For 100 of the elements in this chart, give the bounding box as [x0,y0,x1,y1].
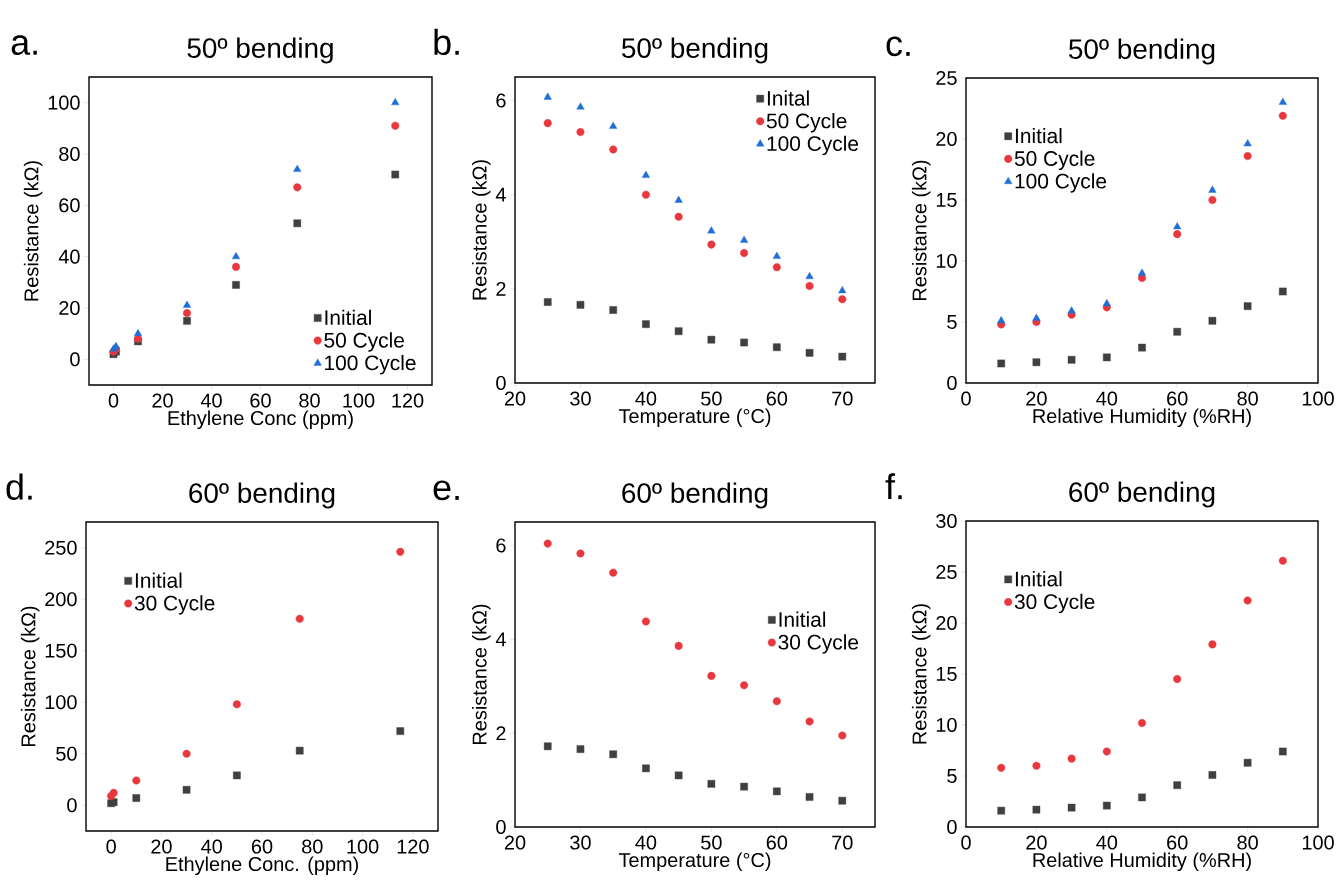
x-tick-label: 60 [250,393,271,408]
x-tick-label: 100 [1302,835,1334,850]
x-tick-label: 60 [1167,391,1188,406]
x-tick-label: 20 [151,839,172,854]
legend-label: Initial [1015,127,1062,144]
legend-label: Initial [135,572,182,588]
x-tick-label: 80 [302,839,323,854]
chart-title: 50º bending [187,37,333,64]
y-tick-label: 10 [936,253,957,269]
legend-label: Initial [779,611,826,627]
x-tick-label: 60 [766,391,788,406]
y-axis-title: Resistance (kΩ) [23,161,43,301]
x-axis-title: Temperature (°C) [618,852,771,872]
x-tick-label: 40 [200,393,222,408]
text: f. [885,473,902,500]
x-tick-label: 100 [347,839,379,854]
x-tick-label: 0 [961,835,971,850]
y-tick-label: 0 [67,798,77,813]
x-tick-label: 0 [106,839,116,854]
legend-label: 50 Cycle [766,113,847,133]
y-tick-label: 10 [936,717,957,733]
y-tick-label: 0 [70,352,80,367]
y-axis-title: Resistance (kΩ) [20,606,40,746]
legend-label: 30 Cycle [778,634,859,654]
legend-label: 100 Cycle [767,135,859,156]
y-tick-label: 15 [936,667,957,681]
y-tick-label: 20 [936,615,957,631]
x-tick-label: 40 [635,391,657,406]
y-tick-label: 5 [947,769,957,783]
y-tick-label: 60 [59,198,80,213]
x-tick-label: 50 [701,835,722,850]
y-tick-label: 0 [947,819,957,835]
y-tick-label: 0 [496,375,506,391]
y-tick-label: 4 [495,632,506,647]
text: c. [886,36,910,57]
chart-title: 60º bending [1069,481,1215,508]
x-tick-label: 100 [343,393,375,408]
x-tick-label: 20 [1026,835,1047,850]
y-tick-label: 100 [45,695,77,710]
x-tick-label: 50 [701,391,722,406]
y-tick-label: 25 [936,564,957,580]
x-tick-label: 40 [635,835,657,850]
legend-label: 50 Cycle [324,332,404,352]
y-tick-label: 40 [58,249,80,264]
x-tick-label: 60 [1167,835,1188,850]
x-tick-label: 60 [251,839,273,854]
y-tick-label: 25 [936,70,957,86]
legend-label: 50 Cycle [1014,150,1095,171]
text: d. [6,473,32,500]
x-axis-title: Relative Humidity (%RH) [1033,408,1251,428]
x-tick-label: 40 [201,839,223,854]
x-tick-label: 20 [1026,391,1047,406]
chart-title: 60º bending [622,482,768,509]
x-axis-title: Temperature (°C) [618,408,771,428]
y-axis-title: Resistance (kΩ) [911,604,931,744]
legend-label: 30 Cycle [1014,593,1095,614]
x-tick-label: 120 [397,839,429,854]
chart-title: 60º bending [189,482,335,509]
y-tick-label: 2 [496,281,506,296]
y-tick-label: 6 [496,93,506,108]
x-axis-title: Ethylene Conc (ppm) [168,410,353,430]
text: a. [11,35,37,55]
x-tick-label: 100 [1302,391,1334,406]
x-tick-label: 40 [1096,835,1118,850]
x-tick-label: 120 [392,393,424,408]
x-axis-title: Ethylene Conc. (ppm) [166,856,359,876]
legend-label: Inital [767,90,809,106]
y-tick-label: 150 [45,643,77,658]
y-tick-label: 250 [45,540,77,555]
y-tick-label: 5 [947,315,957,329]
y-axis-title: Resistance (kΩ) [472,160,491,300]
x-tick-label: 70 [832,391,853,406]
legend-label: 30 Cycle [134,595,215,615]
y-tick-label: 0 [496,819,506,835]
legend-label: 100 Cycle [1015,173,1107,193]
legend-label: Initial [325,309,371,325]
x-tick-label: 80 [299,393,320,408]
y-tick-label: 15 [936,193,957,207]
y-tick-label: 2 [496,726,506,741]
x-tick-label: 30 [570,391,591,406]
y-tick-label: 200 [45,592,77,607]
y-axis-title: Resistance (kΩ) [472,604,491,744]
x-tick-label: 40 [1096,391,1118,406]
chart-title: 50º bending [621,37,768,64]
y-tick-label: 20 [936,131,957,147]
legend-label: 100 Cycle [325,354,416,375]
y-tick-label: 50 [56,746,77,761]
x-tick-label: 80 [1237,391,1258,406]
text: e. [433,480,459,501]
y-tick-label: 20 [59,300,80,316]
x-tick-label: 60 [766,835,788,850]
y-tick-label: 30 [936,513,957,529]
y-tick-label: 100 [48,95,80,110]
y-tick-label: 0 [947,375,957,391]
legend-label: Initial [1015,571,1062,587]
y-tick-label: 6 [496,538,506,553]
x-tick-label: 30 [570,835,591,850]
x-tick-label: 0 [961,391,971,406]
x-tick-label: 20 [152,393,173,408]
x-axis-title: Relative Humidity (%RH) [1033,852,1251,872]
